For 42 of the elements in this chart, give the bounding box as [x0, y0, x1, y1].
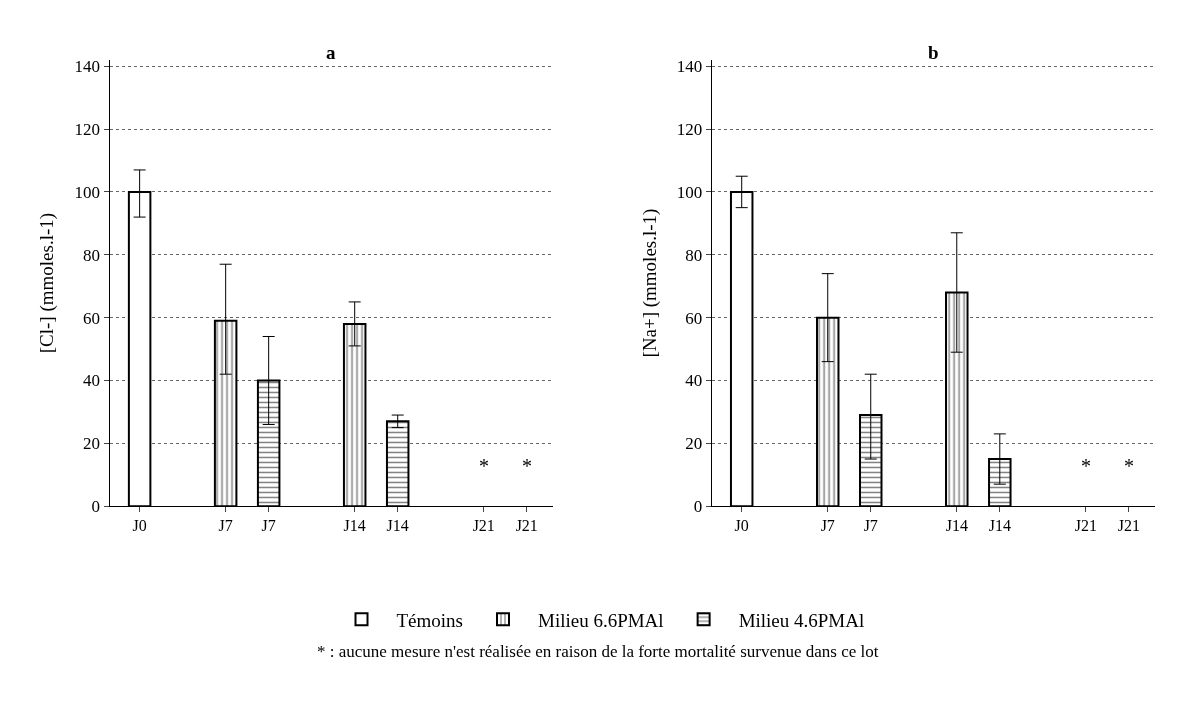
x-tick-label: J7	[261, 517, 276, 535]
y-tick-label: 100	[74, 182, 101, 202]
y-axis-title: [Cl-] (mmoles.l-1)	[36, 212, 59, 354]
y-tick-label: 20	[685, 434, 703, 454]
y-tick-label: 60	[685, 308, 703, 328]
y-tick-label: 0	[91, 497, 101, 517]
y-tick-label: 100	[676, 182, 703, 202]
y-tick-label: 80	[83, 245, 101, 265]
x-tick-label: J0	[734, 517, 749, 535]
chart-title: b	[928, 42, 939, 63]
y-tick-label: 120	[74, 120, 101, 140]
legend-label: Témoins	[396, 609, 463, 631]
y-tick-label: 0	[693, 497, 703, 517]
y-tick-label: 120	[676, 120, 703, 140]
x-tick-label: J0	[132, 517, 147, 535]
x-tick-label: J14	[343, 517, 366, 535]
annotation: *	[479, 455, 489, 477]
y-tick-label: 80	[685, 245, 703, 265]
y-tick-label: 140	[74, 57, 101, 77]
y-tick-label: 20	[83, 434, 101, 454]
text: Milieu 6.6PMAl	[538, 609, 664, 631]
y-tick-label: 140	[676, 57, 703, 77]
x-tick-label: J21	[515, 517, 538, 535]
chart-title: a	[326, 42, 336, 63]
x-tick-label: J7	[863, 517, 878, 535]
annotation: *	[1081, 455, 1091, 477]
annotation: *	[1124, 455, 1134, 477]
text: Milieu 4.6PMAl	[738, 609, 865, 631]
x-tick-label: J21	[1117, 517, 1140, 535]
y-axis-title: [Na+] (mmoles.l-1)	[638, 208, 661, 358]
x-tick-label: J21	[1074, 517, 1097, 535]
annotation: *	[522, 455, 532, 477]
y-tick-label: 60	[83, 308, 101, 328]
x-tick-label: J7	[218, 517, 233, 535]
text: * : aucune mesure n'est réalisée en raison de la forte mortalité survenue dans ce lot	[317, 642, 879, 661]
x-tick-label: J14	[945, 517, 968, 535]
y-tick-label: 40	[685, 371, 703, 391]
x-tick-label: J7	[820, 517, 835, 535]
x-tick-label: J14	[988, 517, 1011, 535]
x-tick-label: J21	[472, 517, 495, 535]
y-tick-label: 40	[83, 371, 101, 391]
x-tick-label: J14	[386, 517, 409, 535]
